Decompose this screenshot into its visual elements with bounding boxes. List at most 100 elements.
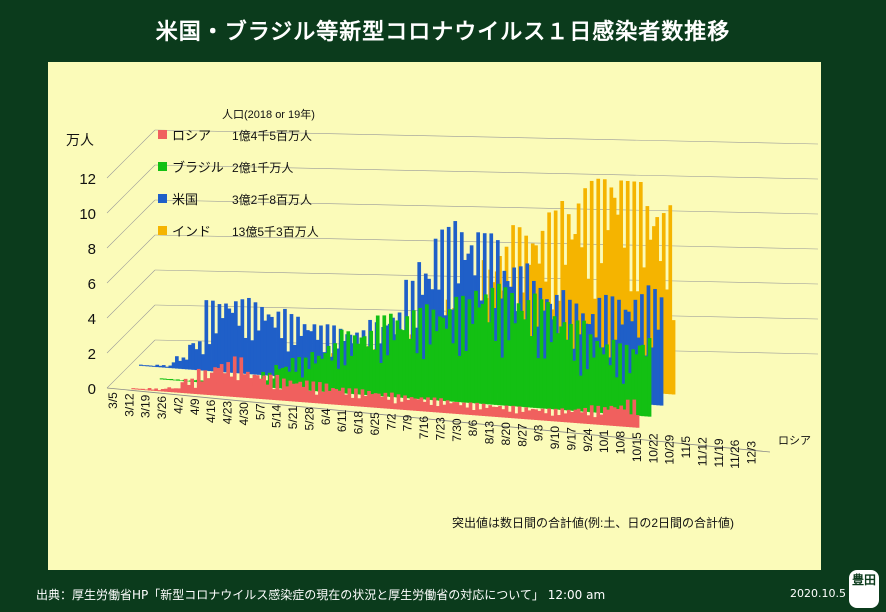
bar-ロシア: [547, 408, 551, 421]
bar-ロシア: [360, 389, 365, 407]
bar-ブラジル: [464, 350, 468, 403]
bar-ロシア: [586, 415, 591, 424]
bar-米国: [240, 299, 245, 374]
bar-ブラジル: [598, 347, 603, 413]
y-tick-label: 2: [88, 346, 96, 363]
bar-インド: [576, 203, 581, 388]
bar-ロシア: [550, 415, 555, 422]
bar-ロシア: [180, 382, 185, 393]
bar-ブラジル: [434, 331, 439, 401]
y-tick-label: 0: [88, 381, 96, 398]
bar-ロシア: [439, 398, 443, 413]
bar-ブラジル: [343, 365, 347, 394]
bar-ロシア: [629, 414, 633, 428]
bar-米国: [273, 327, 277, 377]
bar-ロシア: [347, 388, 352, 406]
grid-line: [154, 164, 819, 180]
bar-米国: [227, 308, 232, 373]
bar-米国: [237, 325, 241, 374]
bar-ブラジル: [470, 323, 475, 404]
bar-ロシア: [285, 386, 289, 401]
bar-ブラジル: [359, 337, 364, 395]
bar-ロシア: [314, 394, 319, 404]
x-tick-label: 10/22: [646, 433, 660, 463]
bar-ロシア: [272, 389, 276, 400]
legend-label: ロシア: [172, 128, 211, 143]
bar-米国: [178, 360, 182, 369]
bar-米国: [306, 330, 310, 379]
bar-ロシア: [268, 374, 273, 400]
bar-ロシア: [521, 411, 525, 419]
bar-ロシア: [219, 364, 224, 396]
bar-米国: [384, 325, 389, 385]
bar-ロシア: [282, 378, 286, 401]
bar-ブラジル: [621, 383, 626, 415]
bar-インド: [606, 230, 610, 390]
bar-ロシア: [527, 410, 532, 420]
bar-米国: [158, 365, 163, 368]
bar-米国: [289, 314, 294, 378]
bar-ロシア: [209, 372, 214, 396]
bar-ブラジル: [549, 342, 554, 410]
bar-ロシア: [494, 406, 499, 417]
bar-ブラジル: [356, 343, 360, 395]
bar-ロシア: [170, 388, 175, 393]
bar-ブラジル: [385, 355, 390, 397]
bar-ロシア: [534, 409, 538, 420]
bar-米国: [649, 347, 654, 405]
bar-ロシア: [262, 375, 267, 400]
bar-ブラジル: [169, 378, 174, 381]
bar-ロシア: [622, 409, 627, 427]
bar-米国: [299, 335, 304, 379]
bar-ブラジル: [444, 328, 449, 402]
bar-米国: [168, 365, 173, 369]
bar-ロシア: [524, 407, 529, 420]
bar-インド: [589, 180, 594, 389]
x-tick-label: 5/21: [286, 406, 300, 430]
bar-ロシア: [344, 394, 348, 406]
x-tick-label: 8/6: [466, 419, 480, 436]
bar-ロシア: [337, 390, 342, 405]
bar-インド: [609, 187, 614, 390]
x-tick-label: 11/19: [712, 438, 726, 467]
bar-ロシア: [583, 407, 587, 424]
bar-米国: [633, 299, 638, 404]
bar-ブラジル: [578, 375, 583, 412]
x-tick-label: 11/26: [728, 439, 742, 468]
bar-ロシア: [154, 388, 158, 391]
bar-ブラジル: [565, 339, 570, 411]
bar-ブラジル: [454, 296, 459, 402]
x-tick-label: 10/1: [597, 429, 611, 453]
bar-米国: [659, 297, 664, 406]
bar-米国: [191, 343, 196, 370]
bar-ロシア: [173, 388, 178, 393]
x-tick-label: 3/12: [122, 393, 136, 417]
bar-ブラジル: [647, 338, 652, 417]
bar-ロシア: [226, 362, 231, 397]
legend-label: 米国: [172, 192, 198, 207]
bar-米国: [653, 288, 657, 406]
bar-ブラジル: [362, 336, 367, 395]
depth-axis-label: ロシア: [778, 435, 811, 447]
bar-ブラジル: [487, 322, 491, 405]
x-tick-label: 8/27: [515, 423, 529, 447]
bar-米国: [266, 314, 271, 376]
bar-米国: [247, 297, 251, 375]
bar-ロシア: [445, 400, 450, 414]
bar-ロシア: [625, 399, 630, 427]
bar-米国: [194, 349, 199, 371]
bar-ブラジル: [408, 338, 413, 399]
bar-インド: [638, 181, 643, 392]
y-tick-label: 6: [88, 276, 96, 293]
bar-ロシア: [517, 406, 522, 419]
bar-ロシア: [553, 408, 558, 422]
bar-ブラジル: [425, 304, 429, 400]
bar-米国: [296, 316, 300, 378]
bar-ブラジル: [320, 358, 324, 392]
bar-米国: [302, 324, 307, 379]
bar-ロシア: [137, 388, 142, 390]
bar-ロシア: [508, 411, 512, 418]
bar-ブラジル: [172, 379, 177, 381]
bar-インド: [599, 263, 604, 389]
bar-米国: [456, 283, 461, 391]
